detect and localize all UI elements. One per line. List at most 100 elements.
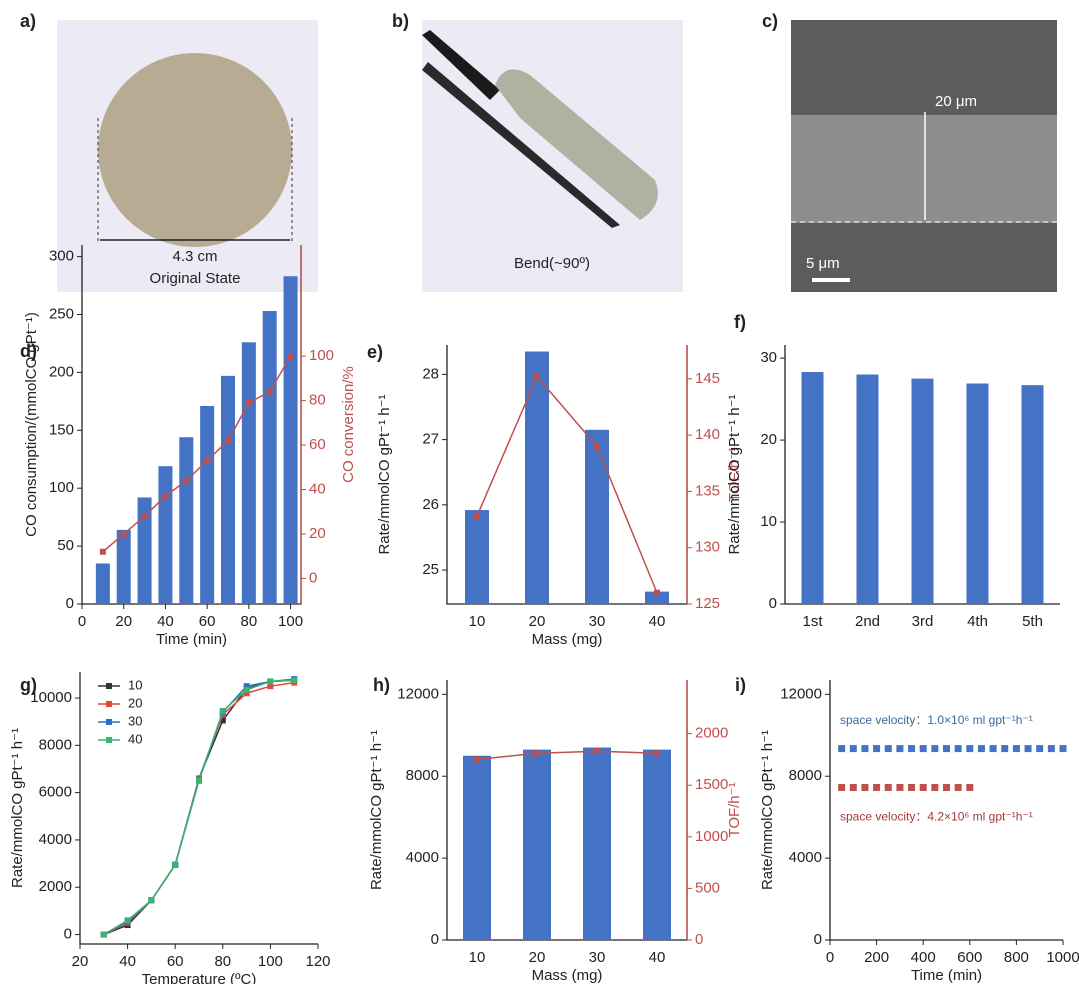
y2-tick-label: 0	[695, 931, 703, 948]
point	[861, 745, 869, 753]
point	[884, 745, 892, 753]
y-tick-label: 4000	[406, 849, 439, 866]
point	[861, 783, 869, 791]
y2-tick-label: 1500	[695, 776, 728, 793]
legend-label: 40	[128, 731, 142, 746]
marker	[120, 530, 127, 537]
y2-tick-label: 20	[309, 525, 326, 542]
y2-tick-label: 80	[309, 392, 326, 409]
marker	[183, 477, 190, 484]
marker	[243, 690, 250, 697]
x-tick-label: 10	[469, 949, 486, 966]
bar	[801, 372, 824, 604]
marker	[219, 708, 226, 715]
x-tick-label: 100	[258, 953, 283, 970]
point	[919, 745, 927, 753]
x-tick-label: 1000	[1046, 949, 1079, 966]
y-tick-label: 200	[49, 363, 74, 380]
panel-b: b) Bend(~90º)	[392, 11, 683, 292]
marker	[267, 678, 274, 685]
y-tick-label: 10000	[30, 689, 72, 706]
point	[849, 783, 857, 791]
y-tick-label: 26	[422, 496, 439, 513]
x-tick-label: 2nd	[855, 613, 880, 630]
y-tick-label: 100	[49, 479, 74, 496]
legend-label: 30	[128, 713, 142, 728]
thickness-label: 20 μm	[935, 93, 977, 110]
point	[896, 745, 904, 753]
x-tick-label: 80	[214, 953, 231, 970]
point	[896, 783, 904, 791]
y2-axis-label: CO conversion/%	[340, 366, 357, 483]
y-tick-label: 12000	[397, 685, 439, 702]
y-tick-label: 2000	[39, 878, 72, 895]
caption: Original State	[150, 270, 241, 287]
point	[838, 745, 846, 753]
bar	[465, 510, 489, 604]
bar	[241, 342, 256, 604]
point	[1001, 745, 1009, 753]
point	[943, 745, 950, 753]
panel-label: b)	[392, 11, 409, 31]
bar	[966, 383, 989, 604]
x-tick-label: 20	[115, 613, 132, 630]
marker	[474, 756, 480, 763]
bar	[200, 405, 215, 604]
y2-tick-label: 500	[695, 879, 720, 896]
y-tick-label: 0	[64, 926, 72, 943]
chart: g) 0 2000 4000 6000 8000 10000 20 40 60 80 100 120 Te…	[9, 672, 331, 984]
legend-marker	[106, 701, 112, 707]
panel-label: e)	[367, 342, 383, 362]
y-tick-label: 4000	[789, 849, 822, 866]
y2-tick-label: 60	[309, 436, 326, 453]
x-tick-label: 40	[157, 613, 174, 630]
bar	[856, 374, 879, 604]
point	[966, 783, 974, 791]
marker	[124, 917, 131, 924]
y2-tick-label: 40	[309, 480, 326, 497]
line	[476, 375, 658, 594]
panel-label: d)	[20, 341, 37, 361]
marker	[204, 457, 211, 464]
marker	[245, 399, 252, 406]
x-tick-label: 3rd	[912, 613, 934, 630]
y-axis-label: Rate/mmolCO gPt⁻¹ h⁻¹	[759, 730, 776, 890]
y-tick-label: 250	[49, 305, 74, 322]
y2-tick-label: 0	[309, 569, 317, 586]
bar	[463, 755, 491, 940]
marker	[287, 353, 294, 360]
bar	[221, 375, 235, 604]
marker	[654, 589, 660, 596]
x-tick-label: 40	[649, 949, 666, 966]
y-tick-label: 28	[422, 365, 439, 382]
point	[919, 783, 927, 791]
point	[977, 745, 985, 753]
tweezer	[422, 62, 620, 228]
point	[838, 783, 846, 791]
dimension-label: 4.3 cm	[172, 248, 217, 265]
point	[954, 745, 962, 753]
x-tick-label: 20	[72, 953, 89, 970]
panel-label: a)	[20, 11, 36, 31]
point	[931, 783, 939, 791]
bar	[643, 749, 671, 940]
panel-label: c)	[762, 11, 778, 31]
y-tick-label: 30	[760, 349, 777, 366]
y-tick-label: 300	[49, 248, 74, 265]
x-axis-label: Time (min)	[911, 967, 982, 984]
membrane-disc	[98, 53, 292, 247]
x-tick-label: 40	[119, 953, 136, 970]
x-tick-label: 40	[649, 613, 666, 630]
panel-label: g)	[20, 675, 37, 695]
scale-label: 5 μm	[806, 255, 840, 272]
bar	[116, 529, 131, 604]
bar	[262, 311, 277, 604]
x-tick-label: 30	[589, 613, 606, 630]
y-axis-label: Rate/mmolCO gPt⁻¹ h⁻¹	[726, 394, 743, 554]
x-tick-label: 30	[589, 949, 606, 966]
chart: h) 0 4000 8000 12000 0 500 1000 1500 2000 10 20 30 40…	[368, 675, 743, 984]
point	[1012, 745, 1020, 753]
x-tick-label: 80	[241, 613, 258, 630]
point	[873, 783, 881, 791]
